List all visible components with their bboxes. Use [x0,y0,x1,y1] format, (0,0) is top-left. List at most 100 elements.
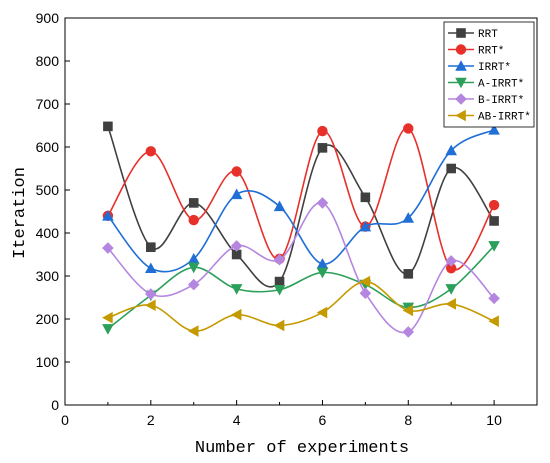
series-B-IRRT* [102,197,500,338]
data-point [445,263,457,274]
data-point [231,166,242,177]
x-tick-label: 10 [486,412,502,428]
plot-area [102,121,500,338]
series-line [107,127,495,271]
legend-item-RRT*: RRT* [448,44,504,58]
data-point [402,212,415,223]
data-point [488,199,500,211]
data-point [316,197,329,209]
series-RRT [103,121,499,288]
legend-item-A-IRRT*: A-IRRT* [448,77,524,91]
data-point [445,298,456,310]
y-tick-label: 100 [36,354,60,370]
y-axis-title: Iteration [11,167,30,259]
data-point [317,125,328,137]
legend-label: AB-IRRT* [478,112,531,124]
legend: RRT RRT* IRRT* A-IRRT* B-IRRT* AB-IRRT* [443,21,535,128]
y-tick-label: 900 [36,10,60,26]
data-point [360,192,371,203]
data-point [230,240,243,252]
data-point [445,284,457,295]
legend-marker [455,60,467,71]
legend-marker [455,77,467,89]
series-RRT* [102,123,500,274]
y-tick-label: 600 [36,139,60,155]
data-point [359,275,371,288]
data-point [359,287,372,299]
data-point [145,288,157,300]
data-point [230,284,243,295]
data-point [145,146,157,157]
data-point [273,253,286,266]
data-point [273,319,285,332]
legend-label: IRRT* [478,62,511,74]
data-point [102,210,114,221]
legend-marker [455,93,467,105]
legend-item-AB-IRRT*: AB-IRRT* [448,109,531,124]
legend-box [443,21,535,128]
data-point [188,214,199,226]
series-line [107,129,495,273]
data-point [102,242,114,254]
y-tick-label: 300 [36,268,60,284]
data-point [274,276,285,287]
data-point [445,144,457,156]
data-point [402,304,414,317]
data-point [488,241,500,252]
data-point [145,299,156,312]
data-point [230,188,243,200]
x-tick-label: 8 [404,412,412,428]
x-tick-label: 0 [61,412,69,428]
legend-label: A-IRRT* [478,79,524,91]
data-point [145,262,157,274]
y-tick-label: 700 [36,96,60,112]
data-point [187,253,200,264]
legend-label: RRT* [478,46,504,58]
data-point [488,315,499,327]
y-tick-label: 800 [36,53,60,69]
series-AB-IRRT* [102,275,499,337]
data-point [231,249,242,260]
legend-label: B-IRRT* [478,95,524,107]
data-point [402,326,415,338]
x-tick-label: 2 [147,412,155,428]
series-line [107,280,495,332]
series-IRRT* [102,124,500,274]
x-tick-label: 6 [319,412,327,428]
data-point [187,325,199,337]
data-point [188,198,199,208]
axes: 0 100 200 300 400 500 600 700 800 900 0 2 4 6 8 10 [36,10,538,428]
data-point [187,262,200,274]
data-point [316,258,329,269]
data-point [273,284,286,296]
data-point [403,269,414,279]
legend-item-RRT: RRT [448,28,498,41]
series-line [107,245,495,330]
legend-marker [455,44,467,55]
data-point [102,324,114,335]
data-point [316,267,329,279]
data-point [187,278,200,291]
y-tick-label: 200 [36,311,60,327]
legend-item-IRRT*: IRRT* [448,60,511,74]
y-tick-label: 500 [36,182,60,198]
data-point [230,308,242,321]
plot-frame [64,17,538,406]
y-tick-label: 0 [51,397,59,413]
legend-marker [455,109,466,122]
data-point [489,216,499,226]
data-point [488,292,500,305]
data-point [317,143,328,153]
data-point [146,242,156,252]
legend-item-B-IRRT*: B-IRRT* [448,93,524,107]
data-point [316,306,328,319]
series-line [107,126,495,288]
data-point [273,200,286,212]
series-A-IRRT* [102,241,500,335]
y-tick-label: 400 [36,225,60,241]
data-point [102,311,113,324]
series-line [107,202,495,334]
x-tick-label: 4 [233,412,241,428]
data-point [445,255,457,267]
